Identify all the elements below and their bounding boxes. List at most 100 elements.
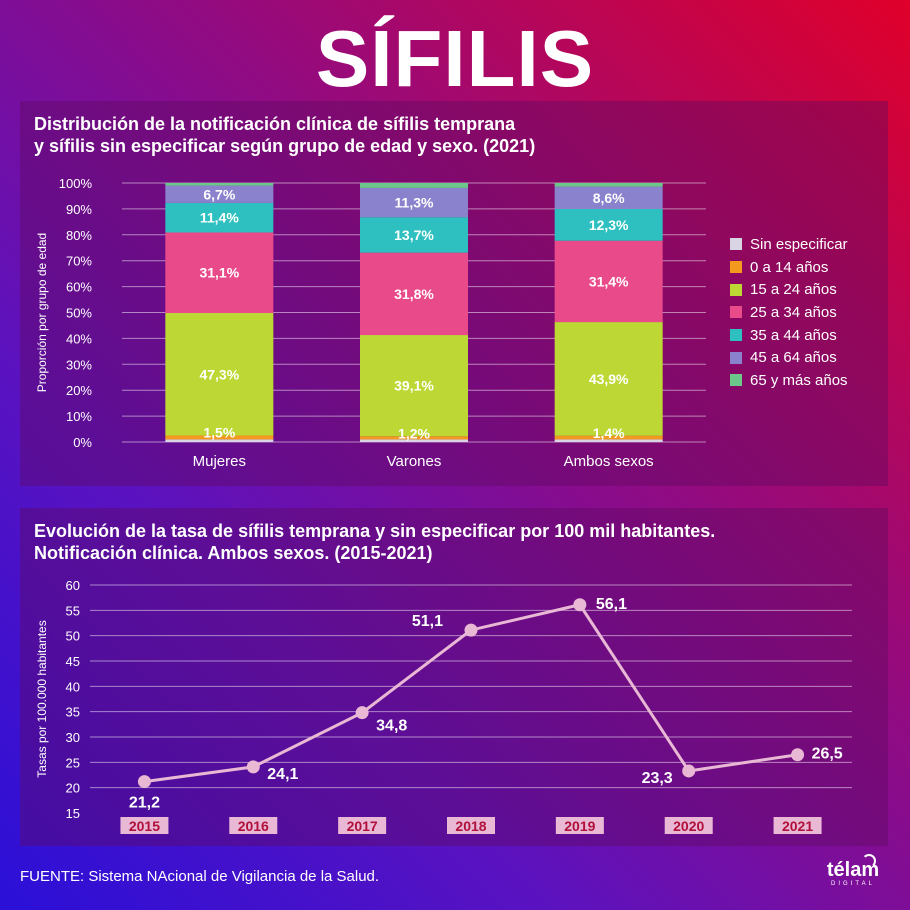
y-tick-label: 10%	[66, 409, 92, 424]
bar-segment	[554, 322, 663, 436]
bar-segment	[165, 232, 274, 314]
data-point	[682, 764, 696, 778]
bar-segment	[554, 435, 663, 440]
data-label: 13,7%	[394, 227, 434, 243]
y-axis-label: Tasas por 100.000 habitantes	[35, 620, 49, 777]
y-tick-label: 30%	[66, 357, 92, 372]
x-tick-badge	[120, 817, 169, 834]
bar-segment	[165, 313, 274, 436]
y-tick-label: 45	[66, 654, 80, 669]
legend-swatch	[730, 238, 742, 251]
data-label: 6,7%	[203, 186, 235, 202]
data-label: 31,8%	[394, 286, 434, 302]
line-chart-title-line-1: Evolución de la tasa de sífilis temprana…	[34, 521, 716, 541]
x-tick-label: 2015	[129, 818, 160, 834]
main-title: SÍFILIS	[315, 14, 595, 103]
legend-label: Sin especificar	[750, 235, 848, 253]
legend-swatch	[730, 306, 742, 319]
legend-label: 25 a 34 años	[750, 303, 837, 321]
legend-label: 0 a 14 años	[750, 258, 829, 276]
logo-sub: DIGITAL	[831, 881, 875, 887]
bar-segment	[165, 202, 274, 233]
bar-chart-legend: Sin especificar 0 a 14 años 15 a 24 años 25…	[730, 233, 848, 392]
legend-item: 45 a 64 años	[730, 346, 848, 369]
legend-item: 35 a 44 años	[730, 324, 848, 347]
legend-label: 15 a 24 años	[750, 281, 837, 299]
y-axis-label: Proporción por grupo de edad	[35, 233, 49, 392]
y-tick-label: 80%	[66, 228, 92, 243]
bar-segment	[554, 186, 663, 209]
x-tick-label: 2016	[238, 818, 269, 834]
x-tick-badge	[338, 817, 387, 834]
legend-label: 35 a 44 años	[750, 326, 837, 344]
data-label: 24,1	[267, 766, 298, 783]
data-label: 8,6%	[593, 190, 625, 206]
data-point	[464, 623, 478, 637]
legend-item: 25 a 34 años	[730, 301, 848, 324]
data-point	[573, 598, 587, 612]
y-tick-label: 35	[66, 705, 80, 720]
y-tick-label: 70%	[66, 254, 92, 269]
x-tick-label: 2020	[673, 818, 704, 834]
data-point	[355, 706, 369, 720]
signal-icon	[862, 854, 876, 868]
source-footer: FUENTE: Sistema NAcional de Vigilancia d…	[20, 868, 380, 885]
y-tick-label: 30	[66, 730, 80, 745]
x-tick-badge	[555, 817, 604, 834]
y-tick-label: 100%	[59, 176, 93, 191]
bar-segment	[165, 435, 274, 440]
bar-segment	[360, 187, 468, 218]
legend-label: 65 y más años	[750, 371, 848, 389]
legend-item: 0 a 14 años	[730, 256, 848, 279]
bar-segment	[165, 185, 274, 203]
x-tick-label: 2019	[564, 818, 595, 834]
x-tick-badge	[229, 817, 278, 834]
legend-swatch	[730, 351, 742, 364]
data-label: 26,5	[812, 746, 843, 763]
bar-segment	[554, 208, 663, 241]
bar-segment	[360, 439, 468, 442]
data-label: 21,2	[129, 795, 160, 812]
y-tick-label: 0%	[73, 435, 92, 450]
data-label: 1,5%	[203, 425, 235, 441]
data-label: 1,2%	[398, 425, 430, 441]
legend-label: 45 a 64 años	[750, 349, 837, 367]
bar-segment	[165, 439, 274, 442]
data-point	[137, 775, 151, 789]
data-label: 43,9%	[589, 371, 629, 387]
y-tick-label: 15	[66, 806, 80, 821]
bar-chart-title-line-2: y sífilis sin especificar según grupo de…	[34, 136, 536, 156]
bar-segment	[360, 217, 468, 253]
bar-segment	[360, 335, 468, 437]
data-point	[246, 760, 260, 774]
line-chart-title-line-2: Notificación clínica. Ambos sexos. (2015…	[34, 543, 433, 563]
bar-segment	[554, 183, 663, 187]
x-tick-badge	[664, 817, 713, 834]
bar-segment	[554, 240, 663, 323]
data-label: 11,4%	[200, 210, 239, 226]
data-label: 12,3%	[589, 217, 629, 233]
x-tick-badge	[773, 817, 822, 834]
y-tick-label: 20	[66, 781, 80, 796]
data-label: 23,3	[642, 770, 673, 787]
x-tick-label: 2018	[455, 818, 486, 834]
logo-word: télam	[826, 859, 880, 881]
line-chart-panel: Evolución de la tasa de sífilis temprana…	[20, 508, 888, 846]
x-tick-label: 2017	[347, 818, 378, 834]
bar-chart-title-line-1: Distribución de la notificación clínica …	[34, 114, 516, 134]
y-tick-label: 40%	[66, 331, 92, 346]
data-label: 11,3%	[395, 195, 434, 211]
x-tick-label: Mujeres	[193, 453, 246, 470]
stacked-bar-chart: 0% 10% 20% 30% 40% 50% 60% 70% 80% 90% 100% Proporc…	[35, 176, 706, 470]
y-tick-label: 20%	[66, 383, 92, 398]
data-point	[791, 748, 805, 762]
legend-swatch	[730, 283, 742, 296]
telam-logo: télam DIGITAL	[818, 854, 888, 888]
bar-segment	[554, 439, 663, 442]
legend-swatch	[730, 329, 742, 342]
y-tick-label: 50%	[66, 306, 92, 321]
legend-item: Sin especificar	[730, 233, 848, 256]
legend-item: 65 y más años	[730, 369, 848, 392]
y-tick-label: 60%	[66, 280, 92, 295]
data-label: 31,4%	[589, 273, 629, 289]
